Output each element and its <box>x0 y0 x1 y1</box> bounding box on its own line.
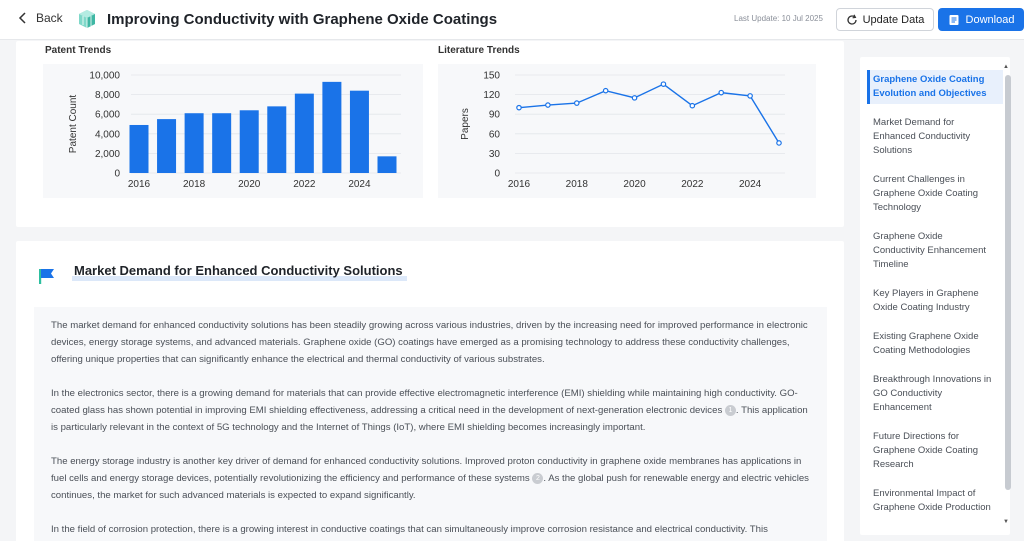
bar <box>130 125 149 173</box>
toc-item-evolution[interactable]: Graphene Oxide Coating Evolution and Obj… <box>867 70 1003 104</box>
toc-item-challenges[interactable]: Current Challenges in Graphene Oxide Coa… <box>867 170 1003 218</box>
y-tick-label: 0 <box>494 169 500 180</box>
scroll-down-arrow-icon[interactable]: ▼ <box>1003 519 1009 525</box>
page-title: Improving Conductivity with Graphene Oxi… <box>107 11 497 28</box>
back-label: Back <box>36 11 63 25</box>
data-point <box>546 103 550 107</box>
patent-chart-title: Patent Trends <box>45 45 111 56</box>
y-tick-label: 0 <box>114 169 120 180</box>
x-tick-label: 2020 <box>238 179 261 190</box>
x-tick-label: 2016 <box>508 179 531 190</box>
y-tick-label: 10,000 <box>89 71 120 82</box>
toc-item-environmental-impact[interactable]: Environmental Impact of Graphene Oxide P… <box>867 484 1003 518</box>
section-title-wrap: Market Demand for Enhanced Conductivity … <box>72 263 407 281</box>
scroll-up-arrow-icon[interactable]: ▲ <box>1003 64 1009 70</box>
chevron-left-icon <box>18 12 28 24</box>
bar <box>322 82 341 173</box>
toc-item-market-demand[interactable]: Market Demand for Enhanced Conductivity … <box>867 113 1003 161</box>
y-tick-label: 60 <box>489 129 501 140</box>
paragraph-text: In the electronics sector, there is a gr… <box>51 388 798 416</box>
toc-item-innovations[interactable]: Breakthrough Innovations in GO Conductiv… <box>867 370 1003 418</box>
toc-scrollbar[interactable] <box>1005 75 1011 490</box>
data-point <box>661 82 665 86</box>
download-label: Download <box>966 14 1015 26</box>
y-tick-label: 6,000 <box>95 110 120 121</box>
paragraph: The market demand for enhanced conductiv… <box>51 317 810 368</box>
bar <box>378 156 397 173</box>
data-point <box>777 141 781 145</box>
data-point <box>748 94 752 98</box>
toc-item-future-directions[interactable]: Future Directions for Graphene Oxide Coa… <box>867 427 1003 475</box>
data-point <box>632 96 636 100</box>
y-tick-label: 30 <box>489 149 501 160</box>
bar <box>185 113 204 173</box>
data-point <box>517 105 521 109</box>
y-tick-label: 8,000 <box>95 90 120 101</box>
paragraph: The energy storage industry is another k… <box>51 453 810 504</box>
bar <box>157 119 176 173</box>
y-tick-label: 4,000 <box>95 129 120 140</box>
x-tick-label: 2024 <box>348 179 371 190</box>
x-tick-label: 2020 <box>623 179 646 190</box>
table-of-contents: Graphene Oxide Coating Evolution and Obj… <box>860 57 1010 535</box>
bar <box>267 106 286 173</box>
update-data-label: Update Data <box>863 14 925 26</box>
x-tick-label: 2018 <box>183 179 206 190</box>
document-icon <box>948 14 960 26</box>
x-tick-label: 2022 <box>293 179 316 190</box>
app-logo-icon <box>77 9 97 29</box>
main-content: Patent Trends Literature Trends 0 2,000 4,… <box>0 41 856 541</box>
section-title: Market Demand for Enhanced Conductivity … <box>74 263 403 278</box>
data-point <box>575 101 579 105</box>
citation-badge[interactable]: 1 <box>725 405 736 416</box>
back-button[interactable]: Back <box>18 11 63 25</box>
bar <box>295 94 314 173</box>
trends-card: Patent Trends Literature Trends 0 2,000 4,… <box>16 41 844 227</box>
section-body: The market demand for enhanced conductiv… <box>34 307 827 541</box>
literature-trends-chart: 0 30 60 90 120 150 2016 2018 2020 2022 2024 Papers <box>438 64 816 198</box>
y-axis-label: Patent Count <box>68 95 79 154</box>
y-axis-label: Papers <box>460 108 471 140</box>
y-tick-label: 90 <box>489 110 501 121</box>
paragraph: In the field of corrosion protection, th… <box>51 521 810 538</box>
y-tick-label: 150 <box>483 71 500 82</box>
patent-trends-chart: 0 2,000 4,000 6,000 8,000 10,000 2016 2018 2020 2… <box>43 64 423 198</box>
flag-icon <box>38 267 56 285</box>
y-tick-label: 120 <box>483 90 500 101</box>
data-point <box>603 88 607 92</box>
data-point <box>690 104 694 108</box>
x-tick-label: 2018 <box>566 179 589 190</box>
market-demand-section: Market Demand for Enhanced Conductivity … <box>16 241 844 541</box>
toc-item-methodologies[interactable]: Existing Graphene Oxide Coating Methodol… <box>867 327 1003 361</box>
toc-item-timeline[interactable]: Graphene Oxide Conductivity Enhancement … <box>867 227 1003 275</box>
last-update-text: Last Update: 10 Jul 2025 <box>734 14 823 23</box>
toc-item-key-players[interactable]: Key Players in Graphene Oxide Coating In… <box>867 284 1003 318</box>
data-point <box>719 90 723 94</box>
top-bar: Back Improving Conductivity with Graphen… <box>0 0 1024 40</box>
x-tick-label: 2016 <box>128 179 151 190</box>
y-tick-label: 2,000 <box>95 149 120 160</box>
x-tick-label: 2024 <box>739 179 762 190</box>
bar <box>240 110 259 173</box>
refresh-icon <box>846 14 858 26</box>
x-tick-label: 2022 <box>681 179 704 190</box>
bar <box>350 91 369 173</box>
bar <box>212 113 231 173</box>
literature-chart-title: Literature Trends <box>438 45 520 56</box>
update-data-button[interactable]: Update Data <box>836 8 934 31</box>
paragraph: In the electronics sector, there is a gr… <box>51 385 810 436</box>
download-button[interactable]: Download <box>938 8 1024 31</box>
citation-badge[interactable]: 2 <box>532 473 543 484</box>
